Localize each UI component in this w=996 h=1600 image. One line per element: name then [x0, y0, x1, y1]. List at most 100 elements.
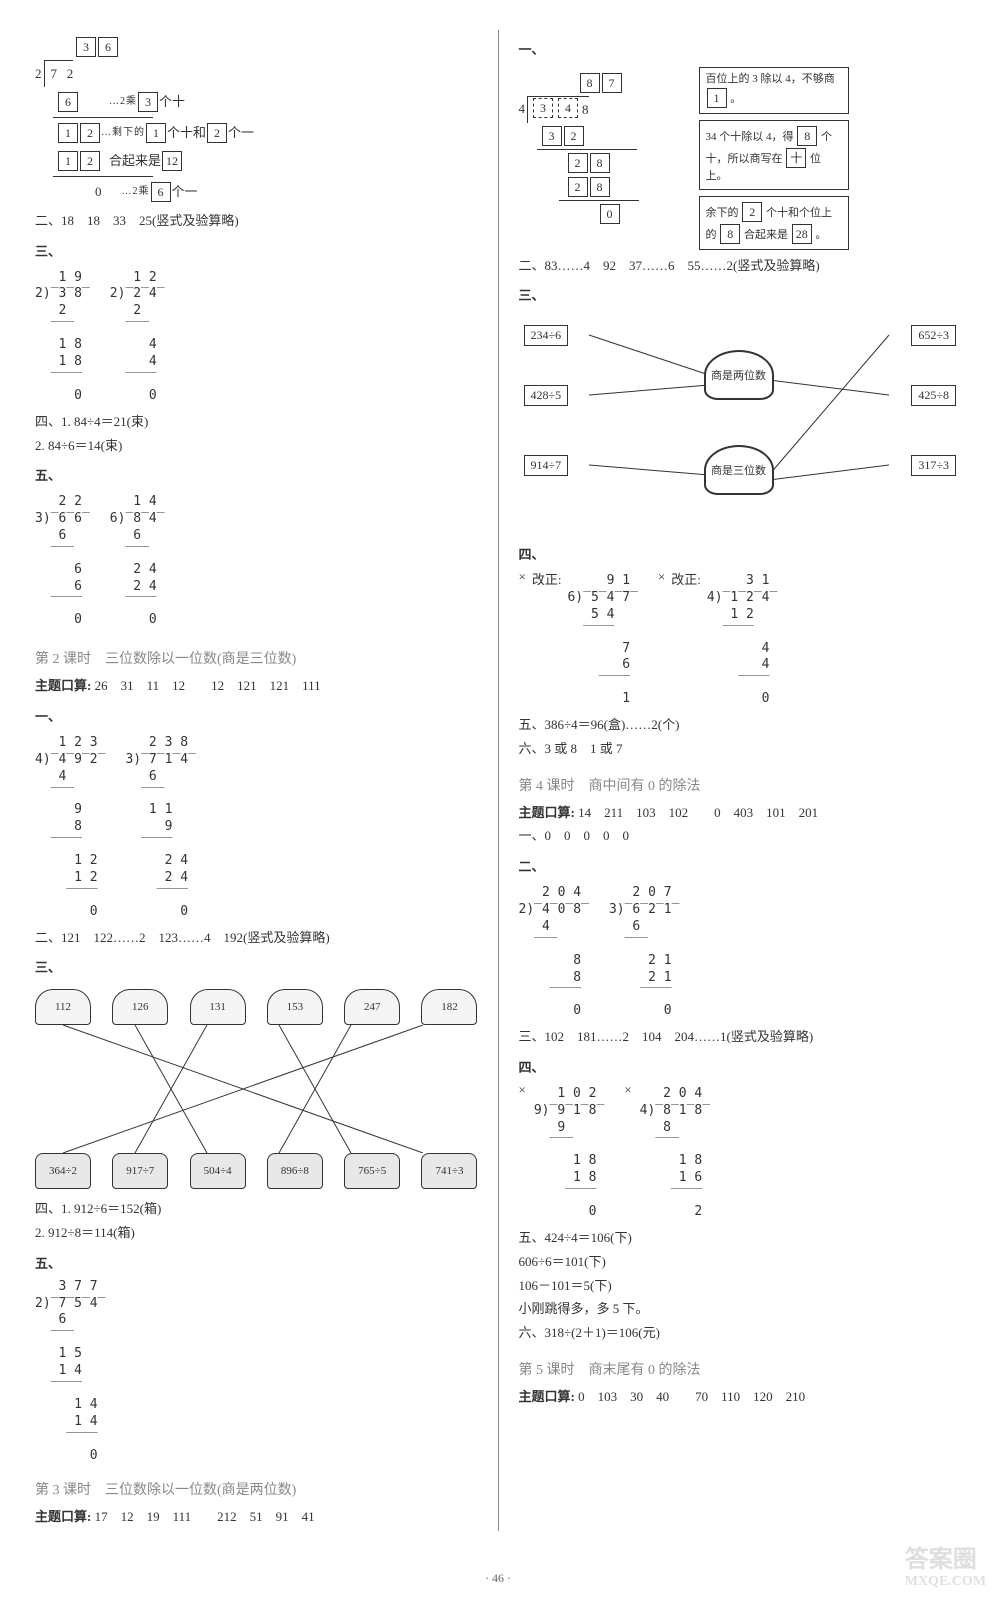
mush-expr: 317÷3	[911, 455, 956, 476]
long-division: 1 2 3 4)‾4‾9‾2‾ 4 ‾‾‾ 9 8 ‾‾‾‾ 1 2 1 2 ‾…	[35, 735, 105, 921]
wrong-mark: ×	[624, 1082, 631, 1225]
lesson-4-title: 第 4 课时 商中间有 0 的除法	[519, 775, 962, 795]
dividend-box: 3	[533, 98, 553, 118]
quotient-box: 7	[602, 73, 622, 93]
l2-sec4-1: 四、1. 912÷6＝152(箱)	[35, 1199, 478, 1220]
annotation-1: 百位上的 3 除以 4，不够商 1 。	[699, 67, 849, 114]
wrong-mark: ×	[519, 569, 526, 585]
dividend-digit: 2	[67, 66, 74, 81]
lesson-5-title: 第 5 课时 商末尾有 0 的除法	[519, 1359, 962, 1379]
l2-sec2: 二、121 122……2 123……4 192(竖式及验算略)	[35, 928, 478, 949]
l4-sec3: 三、102 181……2 104 204……1(竖式及验算略)	[519, 1027, 962, 1048]
note: 个十和	[167, 120, 206, 146]
step-box: 1	[58, 151, 78, 171]
section-4-2: 2. 84÷6＝14(束)	[35, 436, 478, 457]
note: …2乘	[109, 92, 137, 112]
divisor: 4	[519, 96, 526, 122]
step-box: 2	[80, 151, 100, 171]
long-division: 2 0 4 4)‾8‾1‾8‾ 8 ‾‾‾ 1 8 1 6 ‾‾‾‾ 2	[640, 1086, 710, 1221]
step-box: 8	[590, 153, 610, 173]
page-container: 3 6 2 7 2 6 …2乘 3 个十 1	[0, 0, 996, 1561]
step-box: 8	[590, 177, 610, 197]
long-division: 2 0 4 2)‾4‾0‾8‾ 4 ‾‾‾ 8 8 ‾‾‾‾ 0	[519, 885, 589, 1020]
zero-box: 0	[600, 204, 620, 224]
mental-math-answers: 17 12 19 111 212 51 91 41	[95, 1509, 315, 1524]
l4-sec4-label: 四、	[519, 1058, 962, 1079]
lock-item: 765÷5	[344, 1153, 400, 1189]
long-division: 2 3 8 3)‾7‾1‾4‾ 6 ‾‾‾ 1 1 9 ‾‾‾‾ 2 4 2 4…	[125, 735, 195, 921]
long-division: 3 7 7 2)‾7‾5‾4‾ 6 ‾‾‾ 1 5 1 4 ‾‾‾‾ 1 4 1…	[35, 1279, 478, 1465]
step-box: 2	[568, 177, 588, 197]
mush-expr: 425÷8	[911, 385, 956, 406]
key-item: 112	[35, 989, 91, 1025]
note: 合起来是	[109, 148, 161, 174]
r4-label: 四、	[519, 545, 962, 566]
dividend-box: 4	[558, 98, 578, 118]
left-column: 3 6 2 7 2 6 …2乘 3 个十 1	[20, 30, 493, 1531]
long-division: 3 1 4)‾1‾2‾4‾ 1 2 ‾‾‾‾ 4 4 ‾‾‾‾ 0	[707, 573, 777, 708]
note-box: 12	[162, 151, 182, 171]
quotient-box: 3	[76, 37, 96, 57]
l4-sec6: 六、318÷(2＋1)＝106(元)	[519, 1323, 962, 1344]
mush-category: 商是两位数	[704, 350, 774, 400]
mushroom-diagram: 234÷6 428÷5 914÷7 652÷3 425÷8 317÷3 商是两位…	[519, 315, 962, 535]
note: …剩下的	[101, 123, 145, 143]
mental-math-label: 主题口算:	[35, 1509, 91, 1524]
note: 个一	[228, 120, 254, 146]
zero: 0	[95, 179, 102, 205]
quotient-box: 8	[580, 73, 600, 93]
step-box: 2	[80, 123, 100, 143]
step-box: 2	[564, 126, 584, 146]
note-box: 3	[138, 92, 158, 112]
l4-sec2-label: 二、	[519, 857, 962, 878]
step-box: 1	[58, 123, 78, 143]
annotation-3: 余下的 2 个十和个位上的 8 合起来是 28 。	[699, 196, 849, 250]
lock-item: 917÷7	[112, 1153, 168, 1189]
wrong-mark: ×	[658, 569, 665, 585]
mush-expr: 652÷3	[911, 325, 956, 346]
key-item: 153	[267, 989, 323, 1025]
section-3-label: 三、	[35, 242, 478, 263]
wrong-mark: ×	[519, 1082, 526, 1225]
dividend-digit: 7	[51, 66, 58, 81]
l4-sec5-1: 五、424÷4＝106(下)	[519, 1228, 962, 1249]
mental-math-answers: 14 211 103 102 0 403 101 201	[578, 805, 818, 820]
l4-sec5-4: 小刚跳得多，多 5 下。	[519, 1299, 962, 1320]
note: 个十	[159, 89, 185, 115]
note: 个一	[172, 179, 198, 205]
dividend-digit: 8	[582, 97, 589, 123]
note-box: 6	[151, 182, 171, 202]
watermark: 答案圈 MXQE.COM	[905, 1539, 986, 1590]
mush-expr: 234÷6	[524, 325, 569, 346]
key-lock-matching: 112 126 131 153 247 182 364÷2 917÷7 504÷…	[35, 989, 478, 1189]
correction-label: 改正:	[671, 569, 701, 588]
mental-math-answers: 26 31 11 12 12 121 121 111	[95, 678, 321, 693]
key-item: 126	[112, 989, 168, 1025]
l2-sec1-label: 一、	[35, 707, 478, 728]
division-diagram-72: 3 6 2 7 2 6 …2乘 3 个十 1	[35, 36, 478, 205]
lock-item: 504÷4	[190, 1153, 246, 1189]
division-diagram-348: 8 7 4 3 4 8 3 2	[519, 64, 962, 253]
long-division: 2 2 3)‾6‾6‾ 6 ‾‾‾ 6 6 ‾‾‾‾ 0	[35, 494, 90, 629]
column-divider	[498, 30, 499, 1531]
key-item: 131	[190, 989, 246, 1025]
mental-math-label: 主题口算:	[35, 678, 91, 693]
mental-math-answers: 0 103 30 40 70 110 120 210	[578, 1389, 805, 1404]
mush-expr: 914÷7	[524, 455, 569, 476]
note-box: 2	[207, 123, 227, 143]
long-division: 1 0 2 9)‾9‾1‾8‾ 9 ‾‾‾ 1 8 1 8 ‾‾‾‾ 0	[534, 1086, 604, 1221]
lock-item: 741÷3	[421, 1153, 477, 1189]
long-division: 2 0 7 3)‾6‾2‾1‾ 6 ‾‾‾ 2 1 2 1 ‾‾‾‾ 0	[609, 885, 679, 1020]
l4-sec5-2: 606÷6＝101(下)	[519, 1252, 962, 1273]
long-division: 9 1 6)‾5‾4‾7‾ 5 4 ‾‾‾‾ 7 6 ‾‾‾‾ 1	[567, 573, 637, 708]
key-item: 247	[344, 989, 400, 1025]
divisor: 2	[35, 61, 42, 87]
step-box: 2	[568, 153, 588, 173]
mushroom-lines	[519, 315, 962, 535]
long-division: 1 2 2)‾2‾4‾ 2 ‾‾‾ 4 4 ‾‾‾‾ 0	[110, 270, 165, 405]
r3-label: 三、	[519, 286, 962, 307]
mental-math-label: 主题口算:	[519, 1389, 575, 1404]
correction-label: 改正:	[532, 569, 562, 588]
lock-item: 364÷2	[35, 1153, 91, 1189]
l4-sec1: 一、0 0 0 0 0	[519, 826, 962, 847]
